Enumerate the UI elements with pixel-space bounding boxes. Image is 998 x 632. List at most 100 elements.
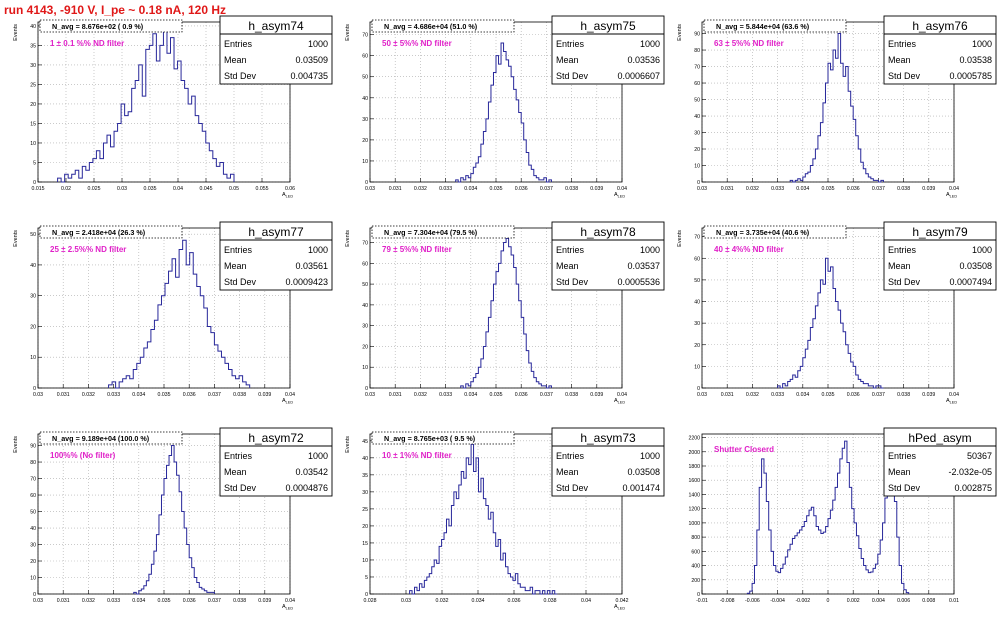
stats-box (883, 221, 997, 291)
x-tick-label: 0.033 (771, 186, 784, 192)
stats-label: Std Dev (556, 277, 589, 287)
y-tick-label: 0 (697, 180, 700, 186)
y-tick-label: 40 (362, 456, 368, 462)
histogram-series (409, 443, 558, 595)
filter-annotation: Shutter Closerd (714, 445, 774, 454)
x-axis-label-sub: LED (286, 607, 294, 611)
stats-value: 0.0006607 (617, 71, 660, 81)
x-tick-label: 0.055 (256, 186, 269, 192)
y-tick-label: 25 (362, 507, 368, 513)
y-tick-label: 5 (33, 160, 36, 166)
x-tick-label: 0.04 (173, 186, 183, 192)
navg-label: N_avg = 7.304e+04 (79.5 %) (384, 228, 478, 237)
x-tick-label: -0.002 (795, 598, 810, 604)
stats-label: Std Dev (556, 71, 589, 81)
x-tick-label: 0.03 (401, 598, 411, 604)
y-tick-label: 40 (362, 96, 368, 102)
y-tick-label: 1600 (688, 478, 700, 484)
x-axis-label-main: A (946, 192, 950, 198)
y-tick-label: 1400 (688, 492, 700, 498)
histogram-pad-h_asym78: 0.03 0.031 0.032 0.033 0.034 0.035 0.036 0.037 0… (334, 220, 666, 426)
x-axis-label-sub: LED (286, 195, 294, 199)
y-axis-label: Events (677, 230, 683, 247)
y-tick-label: 0 (697, 592, 700, 598)
navg-box (371, 19, 515, 33)
y-axis-label: Events (13, 436, 19, 453)
y-tick-label: 10 (362, 159, 368, 165)
y-tick-label: 40 (30, 526, 36, 532)
y-tick-label: 5 (365, 575, 368, 581)
navg-box (371, 225, 515, 239)
stats-box (219, 15, 333, 85)
x-tick-label: 0.04 (285, 598, 295, 604)
stats-value: 1000 (972, 39, 992, 49)
x-axis-label-sub: LED (286, 401, 294, 405)
x-tick-label: 0.03 (697, 186, 707, 192)
x-tick-label: 0.035 (490, 186, 503, 192)
x-tick-label: 0.04 (617, 186, 627, 192)
y-axis-label: Events (345, 436, 351, 453)
x-tick-label: 0.032 (82, 598, 95, 604)
stats-value: -2.032e-05 (948, 467, 992, 477)
stats-value: 0.0007494 (949, 277, 992, 287)
y-tick-label: 10 (694, 164, 700, 170)
x-tick-label: 0.031 (57, 598, 70, 604)
x-tick-label: -0.008 (720, 598, 735, 604)
x-tick-label: 0.035 (144, 186, 157, 192)
navg-box (371, 431, 515, 445)
y-axis-label: Events (345, 230, 351, 247)
stats-value: 0.004735 (290, 71, 328, 81)
stats-label: Entries (224, 39, 253, 49)
stats-value: 1000 (308, 245, 328, 255)
histogram-svg: 0.03 0.031 0.032 0.033 0.034 0.035 0.036 0.037 0… (345, 221, 665, 405)
navg-box (39, 19, 183, 33)
x-tick-label: 0.04 (949, 392, 959, 398)
y-tick-label: 50 (362, 75, 368, 81)
stats-value: 50367 (967, 451, 992, 461)
y-tick-label: 40 (30, 263, 36, 269)
x-tick-label: 0.032 (746, 186, 759, 192)
stats-box (551, 15, 665, 85)
x-tick-label: 0.03 (33, 392, 43, 398)
y-tick-label: 20 (362, 524, 368, 530)
stats-label: Entries (224, 451, 253, 461)
y-tick-label: 30 (694, 131, 700, 137)
x-tick-label: 0.039 (590, 186, 603, 192)
y-tick-label: 200 (691, 578, 700, 584)
y-tick-label: 35 (362, 473, 368, 479)
histogram-svg: 0.015 0.02 0.025 0.03 0.035 0.04 0.045 0.05 0.05… (13, 15, 333, 199)
y-tick-label: 60 (694, 256, 700, 262)
y-axis-label: Events (677, 24, 683, 41)
filter-annotation: 63 ± 5%% ND filter (714, 39, 784, 48)
stats-value: 0.03538 (959, 55, 992, 65)
y-tick-label: 70 (694, 65, 700, 71)
y-tick-label: 50 (694, 278, 700, 284)
y-tick-label: 60 (362, 261, 368, 267)
x-tick-label: 0.037 (540, 392, 553, 398)
stats-value: 0.0004876 (285, 483, 328, 493)
stats-box (883, 427, 997, 497)
x-tick-label: 0.06 (285, 186, 295, 192)
y-tick-label: 20 (362, 138, 368, 144)
x-tick-label: 0.032 (436, 598, 449, 604)
histogram-series (57, 25, 235, 183)
navg-box (703, 19, 847, 33)
stats-box (551, 221, 665, 291)
navg-label: N_avg = 5.844e+04 (63.6 %) (716, 22, 810, 31)
stats-value: 0.0005785 (949, 71, 992, 81)
y-tick-label: 2200 (688, 436, 700, 442)
stats-box (219, 427, 333, 497)
y-tick-label: 20 (694, 147, 700, 153)
stats-value: 1000 (308, 39, 328, 49)
stats-title: h_asym79 (912, 225, 968, 239)
stats-box (883, 15, 997, 85)
x-axis-label-sub: LED (950, 401, 958, 405)
x-tick-label: 0.031 (389, 392, 402, 398)
x-tick-label: 0.03 (33, 598, 43, 604)
x-tick-label: 0.033 (439, 186, 452, 192)
y-tick-label: 10 (30, 576, 36, 582)
stats-label: Std Dev (888, 277, 921, 287)
stats-title: h_asym72 (248, 431, 304, 445)
stats-box (219, 221, 333, 291)
histogram-series (746, 440, 910, 594)
